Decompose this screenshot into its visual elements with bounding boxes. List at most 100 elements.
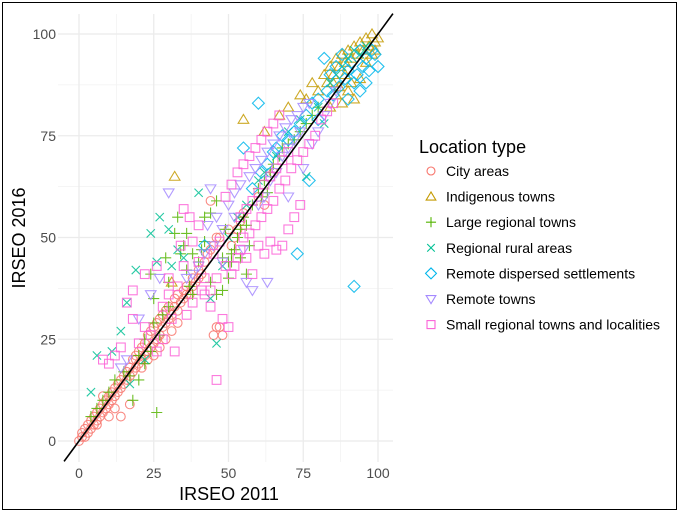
point-square: [304, 138, 315, 149]
point-triangle: [305, 76, 319, 88]
point-square: [139, 322, 150, 332]
series-indigenous-towns: [165, 27, 385, 287]
point-plus: [240, 268, 252, 280]
point-square: [295, 200, 306, 210]
point-square: [268, 195, 279, 206]
point-square: [256, 212, 267, 223]
point-x: [140, 355, 150, 365]
point-triangle-down: [267, 139, 280, 151]
point-square: [178, 204, 189, 214]
point-triangle: [323, 60, 337, 71]
point-triangle: [347, 92, 361, 104]
point-square: [226, 269, 237, 280]
point-diamond: [305, 96, 319, 110]
point-x: [361, 41, 371, 51]
point-circle: [109, 403, 120, 414]
point-triangle-down: [282, 143, 295, 155]
point-square: [277, 240, 288, 251]
point-triangle: [273, 109, 286, 120]
legend-label: Remote dispersed settlements: [446, 265, 635, 281]
point-diamond: [347, 76, 361, 90]
point-plus: [133, 374, 145, 386]
point-square: [98, 354, 108, 365]
point-square: [238, 159, 249, 170]
series-small-regional-towns-and-localities: [98, 98, 339, 385]
point-triangle-down: [180, 273, 193, 285]
point-triangle-down: [425, 294, 437, 305]
point-plus: [145, 345, 157, 357]
legend-label: City areas: [446, 163, 509, 179]
point-square: [328, 98, 339, 109]
point-circle: [426, 166, 436, 176]
point-x: [122, 298, 132, 308]
point-triangle-down: [261, 147, 274, 159]
point-diamond: [332, 80, 346, 94]
point-square: [268, 118, 279, 129]
point-triangle-down: [240, 277, 253, 289]
point-plus: [97, 394, 109, 406]
point-triangle-down: [311, 127, 325, 138]
point-square: [244, 151, 255, 162]
point-x: [343, 53, 353, 63]
points: [74, 27, 385, 446]
point-triangle-down: [249, 163, 262, 175]
point-diamond: [197, 238, 212, 253]
point-diamond: [290, 247, 305, 261]
point-diamond: [317, 51, 331, 66]
point-plus: [160, 252, 172, 264]
point-square: [250, 220, 261, 231]
point-diamond: [362, 63, 376, 78]
point-plus: [148, 317, 160, 329]
point-diamond: [236, 141, 251, 155]
point-triangle-down: [246, 286, 259, 297]
point-x: [179, 253, 189, 263]
point-diamond: [302, 173, 316, 188]
point-square: [322, 106, 333, 117]
point-square: [247, 269, 258, 280]
point-triangle-down: [285, 115, 298, 126]
point-square: [205, 285, 216, 296]
point-square: [259, 248, 270, 259]
legend-label: Indigenous towns: [446, 189, 555, 205]
x-axis-ticks: 0 25 50 75 100: [75, 465, 390, 481]
point-triangle-down: [204, 184, 217, 195]
point-circle: [92, 419, 102, 430]
point-triangle-down: [282, 192, 295, 203]
point-triangle-down: [234, 180, 247, 191]
point-circle: [166, 326, 177, 337]
point-x: [146, 228, 156, 238]
point-triangle-down: [290, 111, 304, 122]
point-diamond: [344, 55, 358, 70]
point-triangle-down: [279, 123, 292, 134]
y-tick-label: 25: [40, 331, 56, 347]
point-diamond: [251, 96, 266, 110]
point-square: [217, 313, 228, 324]
legend-item: Indigenous towns: [425, 189, 555, 205]
point-triangle-down: [329, 86, 343, 98]
point-square: [280, 175, 291, 186]
point-plus: [151, 406, 163, 419]
point-triangle: [168, 170, 181, 181]
point-x: [194, 188, 204, 198]
point-triangle-down: [287, 135, 301, 146]
point-triangle: [365, 27, 379, 39]
point-diamond: [353, 43, 367, 58]
point-square: [169, 346, 180, 357]
y-axis-ticks: 0 25 50 75 100: [33, 26, 57, 449]
point-diamond: [338, 72, 352, 86]
point-diamond: [356, 59, 370, 74]
point-triangle-down: [228, 212, 241, 224]
legend-label: Large regional towns: [446, 214, 576, 230]
point-square: [178, 261, 189, 271]
point-square: [127, 313, 138, 324]
point-x: [313, 102, 323, 112]
legend-title: Location type: [419, 137, 526, 157]
point-square: [187, 236, 198, 247]
point-x: [212, 338, 222, 348]
point-square: [187, 297, 198, 308]
x-tick-label: 100: [366, 465, 390, 481]
point-x: [167, 261, 177, 271]
point-x: [155, 212, 165, 222]
point-square: [256, 134, 267, 145]
legend-item: Large regional towns: [425, 214, 576, 230]
